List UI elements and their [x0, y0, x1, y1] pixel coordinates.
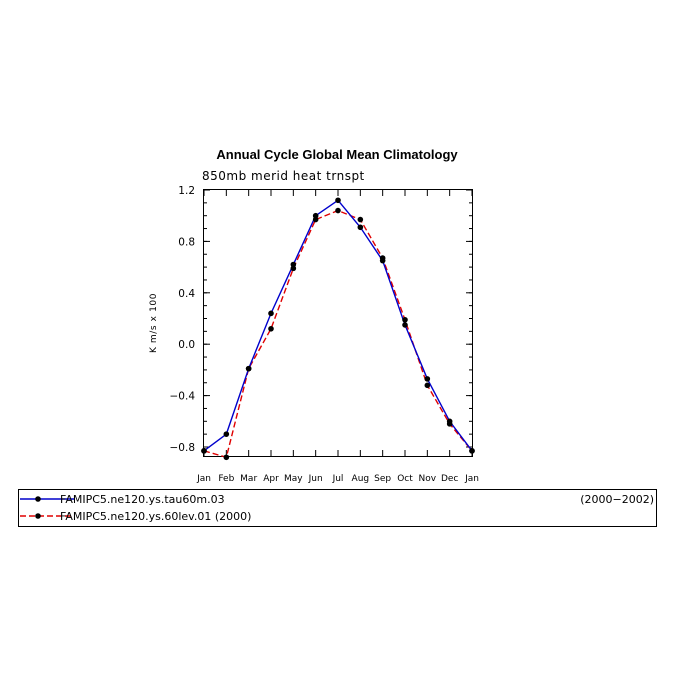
data-point	[379, 255, 386, 261]
x-tick-label: Mar	[240, 474, 257, 484]
x-tick-label: Feb	[218, 474, 234, 484]
legend: FAMIPC5.ne120.ys.tau60m.03 (2000−2002) FAM…	[20, 493, 654, 523]
series-line	[203, 209, 473, 459]
x-tick-label: Apr	[263, 474, 279, 484]
data-point	[357, 224, 364, 231]
data-point	[424, 382, 431, 389]
data-point	[312, 212, 319, 219]
y-axis: 1.2 0.8 0.4 0.0 −0.4 −0.8	[170, 185, 472, 454]
y-tick-label: 0.0	[178, 339, 195, 351]
data-point	[290, 265, 297, 272]
chart-subtitle: 850mb merid heat trnspt	[202, 169, 365, 183]
y-tick-label: 1.2	[178, 185, 195, 197]
data-point	[268, 310, 274, 317]
y-tick-label: 0.4	[178, 288, 195, 300]
data-point	[335, 197, 341, 204]
x-tick-label: Jun	[308, 474, 323, 484]
legend-label: FAMIPC5.ne120.ys.tau60m.03	[60, 493, 225, 506]
data-point	[335, 207, 341, 214]
data-point	[245, 365, 252, 372]
x-tick-label: Jan	[464, 474, 479, 484]
data-point	[201, 448, 207, 454]
data-point	[469, 448, 475, 454]
legend-marker	[35, 496, 41, 502]
y-tick-label: 0.8	[178, 236, 195, 248]
x-tick-label: Oct	[397, 474, 413, 484]
x-tick-label: Aug	[352, 474, 370, 484]
data-point	[290, 261, 297, 268]
data-point	[424, 376, 431, 382]
legend-years: (2000−2002)	[580, 493, 654, 506]
data-point	[357, 216, 364, 223]
data-point	[402, 316, 408, 323]
data-point	[223, 454, 230, 461]
x-tick-label: Sep	[374, 474, 391, 484]
series-line	[203, 199, 473, 452]
y-axis-label: K m/s x 100	[149, 293, 159, 353]
x-tick-label: Dec	[441, 474, 458, 484]
legend-box	[18, 489, 657, 527]
y-tick-label: −0.4	[170, 391, 196, 403]
y-tick-label: −0.8	[170, 442, 196, 454]
plot-frame	[203, 189, 473, 457]
legend-marker	[35, 513, 41, 519]
x-tick-label: Nov	[419, 474, 437, 484]
chart-title: Annual Cycle Global Mean Climatology	[216, 147, 458, 162]
data-point	[268, 325, 274, 332]
series-layer	[201, 197, 475, 461]
x-tick-label: May	[284, 474, 303, 484]
data-point	[223, 431, 230, 437]
legend-label: FAMIPC5.ne120.ys.60lev.01 (2000)	[60, 510, 251, 523]
data-point	[312, 216, 319, 223]
x-tick-label: Jan	[196, 474, 211, 484]
data-point	[446, 421, 453, 427]
x-tick-label: Jul	[332, 474, 344, 484]
data-point	[402, 322, 408, 328]
x-axis: Jan Feb Mar Apr May Jun Jul Aug Sep Oct Nov Dec Jan	[196, 190, 479, 484]
